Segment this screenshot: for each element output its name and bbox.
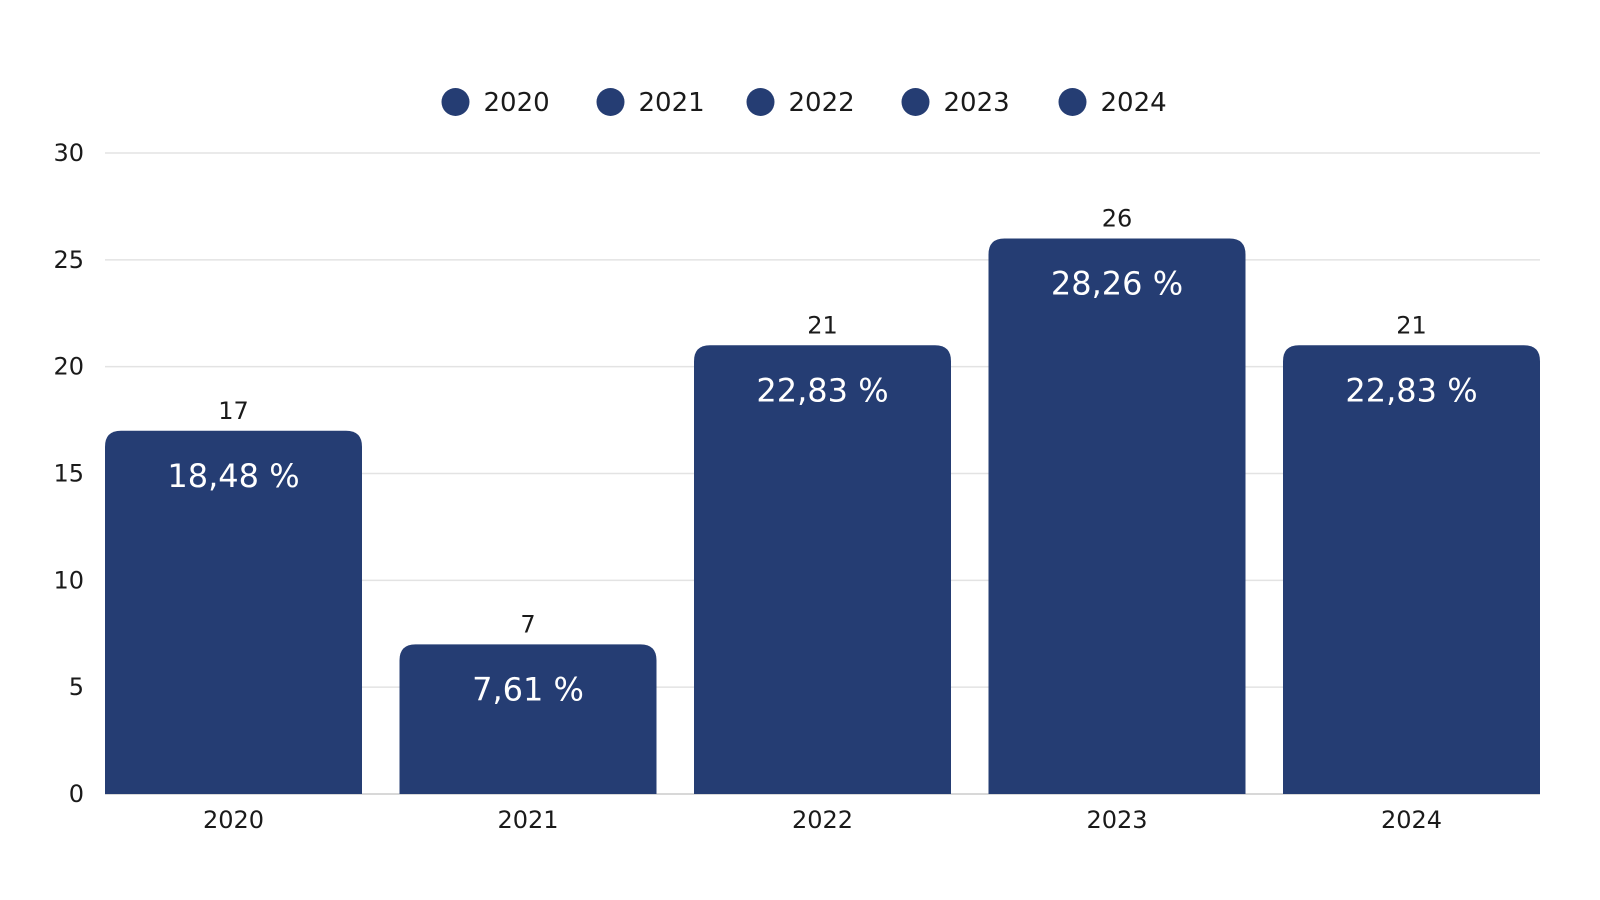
x-axis: 2020 2021 2022 2023 2024 [203, 806, 1442, 834]
legend-label: 2024 [1101, 88, 1167, 118]
y-tick-label: 25 [53, 246, 84, 274]
legend-item-2024[interactable]: 2024 [1058, 88, 1167, 118]
y-tick-label: 0 [69, 780, 84, 808]
legend-label: 2020 [484, 88, 550, 118]
x-tick-label: 2020 [203, 806, 264, 834]
y-tick-label: 15 [53, 460, 84, 488]
legend-item-2022[interactable]: 2022 [746, 88, 855, 118]
legend[interactable]: 2020 2021 2022 2023 2024 [441, 88, 1167, 118]
y-tick-label: 20 [53, 353, 84, 381]
x-tick-label: 2023 [1086, 806, 1147, 834]
legend-label: 2021 [639, 88, 705, 118]
legend-marker [596, 88, 625, 116]
bar-2024[interactable] [1283, 345, 1540, 794]
bar-percent-label: 22,83 % [1345, 371, 1477, 409]
bar-2021[interactable] [399, 644, 657, 794]
bar-percent-label: 18,48 % [167, 457, 299, 495]
legend-marker [1058, 88, 1087, 116]
legend-marker [441, 88, 470, 116]
legend-label: 2023 [944, 88, 1010, 118]
bar-value-label: 17 [218, 397, 249, 425]
bars: 17 18,48 % 7 7,61 % 21 22,83 % 26 28,26 % 21 22,8… [105, 204, 1540, 794]
y-tick-label: 10 [53, 566, 84, 594]
x-tick-label: 2022 [792, 806, 853, 834]
bar-2022[interactable] [694, 345, 951, 794]
legend-marker [746, 88, 775, 116]
legend-item-2020[interactable]: 2020 [441, 88, 550, 118]
bar-value-label: 21 [807, 311, 838, 339]
bar-value-label: 7 [520, 610, 535, 638]
bar-value-label: 26 [1102, 204, 1133, 232]
x-tick-label: 2024 [1381, 806, 1442, 834]
bar-2020[interactable] [105, 430, 362, 794]
bar-percent-label: 28,26 % [1051, 264, 1183, 302]
y-axis: 0 5 10 15 20 25 30 [53, 139, 84, 808]
y-tick-label: 5 [69, 673, 84, 701]
x-tick-label: 2021 [497, 806, 558, 834]
bar-value-label: 21 [1396, 311, 1427, 339]
legend-marker [901, 88, 930, 116]
legend-item-2023[interactable]: 2023 [901, 88, 1010, 118]
bar-percent-label: 22,83 % [756, 371, 888, 409]
y-tick-label: 30 [53, 139, 84, 167]
bar-percent-label: 7,61 % [472, 670, 584, 708]
legend-item-2021[interactable]: 2021 [596, 88, 705, 118]
legend-label: 2022 [789, 88, 855, 118]
bar-2023[interactable] [988, 238, 1246, 794]
